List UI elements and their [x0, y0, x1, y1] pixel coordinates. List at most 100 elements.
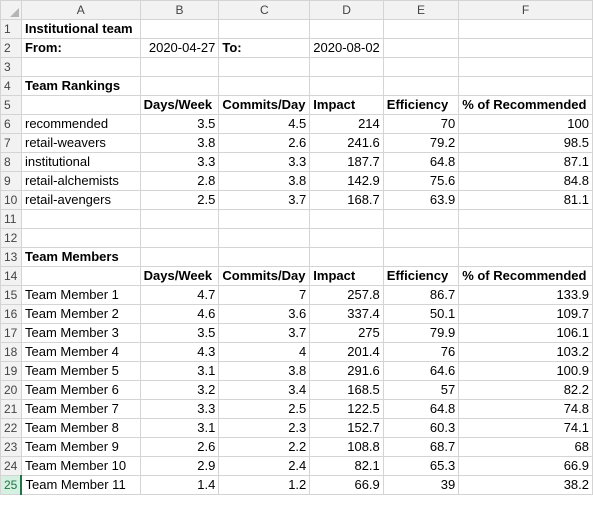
cell-e24[interactable]: 65.3 — [382, 456, 460, 476]
cell-a14[interactable] — [20, 266, 141, 286]
cell-b6[interactable]: 3.5 — [139, 114, 220, 134]
cell-e16[interactable]: 50.1 — [382, 304, 460, 324]
column-header-b[interactable]: B — [139, 0, 220, 20]
cell-c15[interactable]: 7 — [218, 285, 311, 305]
cell-e18[interactable]: 76 — [382, 342, 460, 362]
cell-c23[interactable]: 2.2 — [218, 437, 311, 457]
cell-e7[interactable]: 79.2 — [382, 133, 460, 153]
cell-d20[interactable]: 168.5 — [309, 380, 384, 400]
cell-d3[interactable] — [309, 57, 384, 77]
cell-a2[interactable]: From: — [20, 38, 141, 58]
cell-e23[interactable]: 68.7 — [382, 437, 460, 457]
cell-f11[interactable] — [458, 209, 593, 229]
cell-a13[interactable]: Team Members — [20, 247, 141, 267]
cell-d21[interactable]: 122.5 — [309, 399, 384, 419]
cell-d25[interactable]: 66.9 — [309, 475, 384, 495]
cell-f15[interactable]: 133.9 — [458, 285, 593, 305]
cell-f12[interactable] — [458, 228, 593, 248]
cell-f23[interactable]: 68 — [458, 437, 593, 457]
cell-c25[interactable]: 1.2 — [218, 475, 311, 495]
cell-e6[interactable]: 70 — [382, 114, 460, 134]
cell-c7[interactable]: 2.6 — [218, 133, 311, 153]
cell-a12[interactable] — [20, 228, 141, 248]
cell-b5[interactable]: Days/Week — [139, 95, 220, 115]
row-header[interactable]: 24 — [0, 456, 22, 476]
cell-b25[interactable]: 1.4 — [139, 475, 220, 495]
cell-f17[interactable]: 106.1 — [458, 323, 593, 343]
cell-a21[interactable]: Team Member 7 — [20, 399, 141, 419]
cell-e15[interactable]: 86.7 — [382, 285, 460, 305]
cell-f10[interactable]: 81.1 — [458, 190, 593, 210]
cell-b15[interactable]: 4.7 — [139, 285, 220, 305]
cell-a9[interactable]: retail-alchemists — [20, 171, 141, 191]
cell-d8[interactable]: 187.7 — [309, 152, 384, 172]
row-header[interactable]: 2 — [0, 38, 22, 58]
row-header[interactable]: 16 — [0, 304, 22, 324]
cell-f6[interactable]: 100 — [458, 114, 593, 134]
cell-e14[interactable]: Efficiency — [382, 266, 460, 286]
cell-a18[interactable]: Team Member 4 — [20, 342, 141, 362]
cell-a17[interactable]: Team Member 3 — [20, 323, 141, 343]
cell-c16[interactable]: 3.6 — [218, 304, 311, 324]
cell-b23[interactable]: 2.6 — [139, 437, 220, 457]
row-header[interactable]: 25 — [0, 475, 23, 495]
cell-e13[interactable] — [382, 247, 460, 267]
cell-f2[interactable] — [458, 38, 593, 58]
cell-c18[interactable]: 4 — [218, 342, 311, 362]
cell-d24[interactable]: 82.1 — [309, 456, 384, 476]
row-header[interactable]: 10 — [0, 190, 22, 210]
cell-d17[interactable]: 275 — [309, 323, 384, 343]
cell-c14[interactable]: Commits/Day — [218, 266, 311, 286]
cell-b8[interactable]: 3.3 — [139, 152, 220, 172]
cell-f9[interactable]: 84.8 — [458, 171, 593, 191]
cell-a3[interactable] — [20, 57, 141, 77]
cell-b18[interactable]: 4.3 — [139, 342, 220, 362]
column-header-a[interactable]: A — [20, 0, 141, 20]
cell-b2[interactable]: 2020-04-27 — [139, 38, 220, 58]
cell-d22[interactable]: 152.7 — [309, 418, 384, 438]
cell-f24[interactable]: 66.9 — [458, 456, 593, 476]
cell-e8[interactable]: 64.8 — [382, 152, 460, 172]
row-header[interactable]: 1 — [0, 19, 22, 39]
cell-d4[interactable] — [309, 76, 384, 96]
cell-a11[interactable] — [20, 209, 141, 229]
row-header[interactable]: 21 — [0, 399, 22, 419]
cell-f20[interactable]: 82.2 — [458, 380, 593, 400]
cell-f5[interactable]: % of Recommended — [458, 95, 593, 115]
cell-e21[interactable]: 64.8 — [382, 399, 460, 419]
cell-d6[interactable]: 214 — [309, 114, 384, 134]
cell-a25[interactable]: Team Member 11 — [20, 475, 141, 495]
cell-d23[interactable]: 108.8 — [309, 437, 384, 457]
cell-b17[interactable]: 3.5 — [139, 323, 220, 343]
cell-c19[interactable]: 3.8 — [218, 361, 311, 381]
cell-c22[interactable]: 2.3 — [218, 418, 311, 438]
row-header[interactable]: 23 — [0, 437, 22, 457]
cell-d19[interactable]: 291.6 — [309, 361, 384, 381]
cell-c17[interactable]: 3.7 — [218, 323, 311, 343]
cell-b10[interactable]: 2.5 — [139, 190, 220, 210]
cell-b24[interactable]: 2.9 — [139, 456, 220, 476]
cell-b21[interactable]: 3.3 — [139, 399, 220, 419]
select-all-button[interactable] — [0, 0, 22, 20]
row-header[interactable]: 8 — [0, 152, 22, 172]
row-header[interactable]: 3 — [0, 57, 22, 77]
cell-b9[interactable]: 2.8 — [139, 171, 220, 191]
column-header-e[interactable]: E — [382, 0, 460, 20]
cell-b3[interactable] — [139, 57, 220, 77]
cell-c1[interactable] — [218, 19, 311, 39]
row-header[interactable]: 5 — [0, 95, 22, 115]
cell-f25[interactable]: 38.2 — [458, 475, 593, 495]
cell-f21[interactable]: 74.8 — [458, 399, 593, 419]
column-header-f[interactable]: F — [458, 0, 593, 20]
cell-d13[interactable] — [309, 247, 384, 267]
cell-d14[interactable]: Impact — [309, 266, 384, 286]
cell-b7[interactable]: 3.8 — [139, 133, 220, 153]
cell-e17[interactable]: 79.9 — [382, 323, 460, 343]
cell-d2[interactable]: 2020-08-02 — [309, 38, 384, 58]
cell-c21[interactable]: 2.5 — [218, 399, 311, 419]
cell-d10[interactable]: 168.7 — [309, 190, 384, 210]
cell-c6[interactable]: 4.5 — [218, 114, 311, 134]
cell-b12[interactable] — [139, 228, 220, 248]
cell-d15[interactable]: 257.8 — [309, 285, 384, 305]
row-header[interactable]: 22 — [0, 418, 22, 438]
